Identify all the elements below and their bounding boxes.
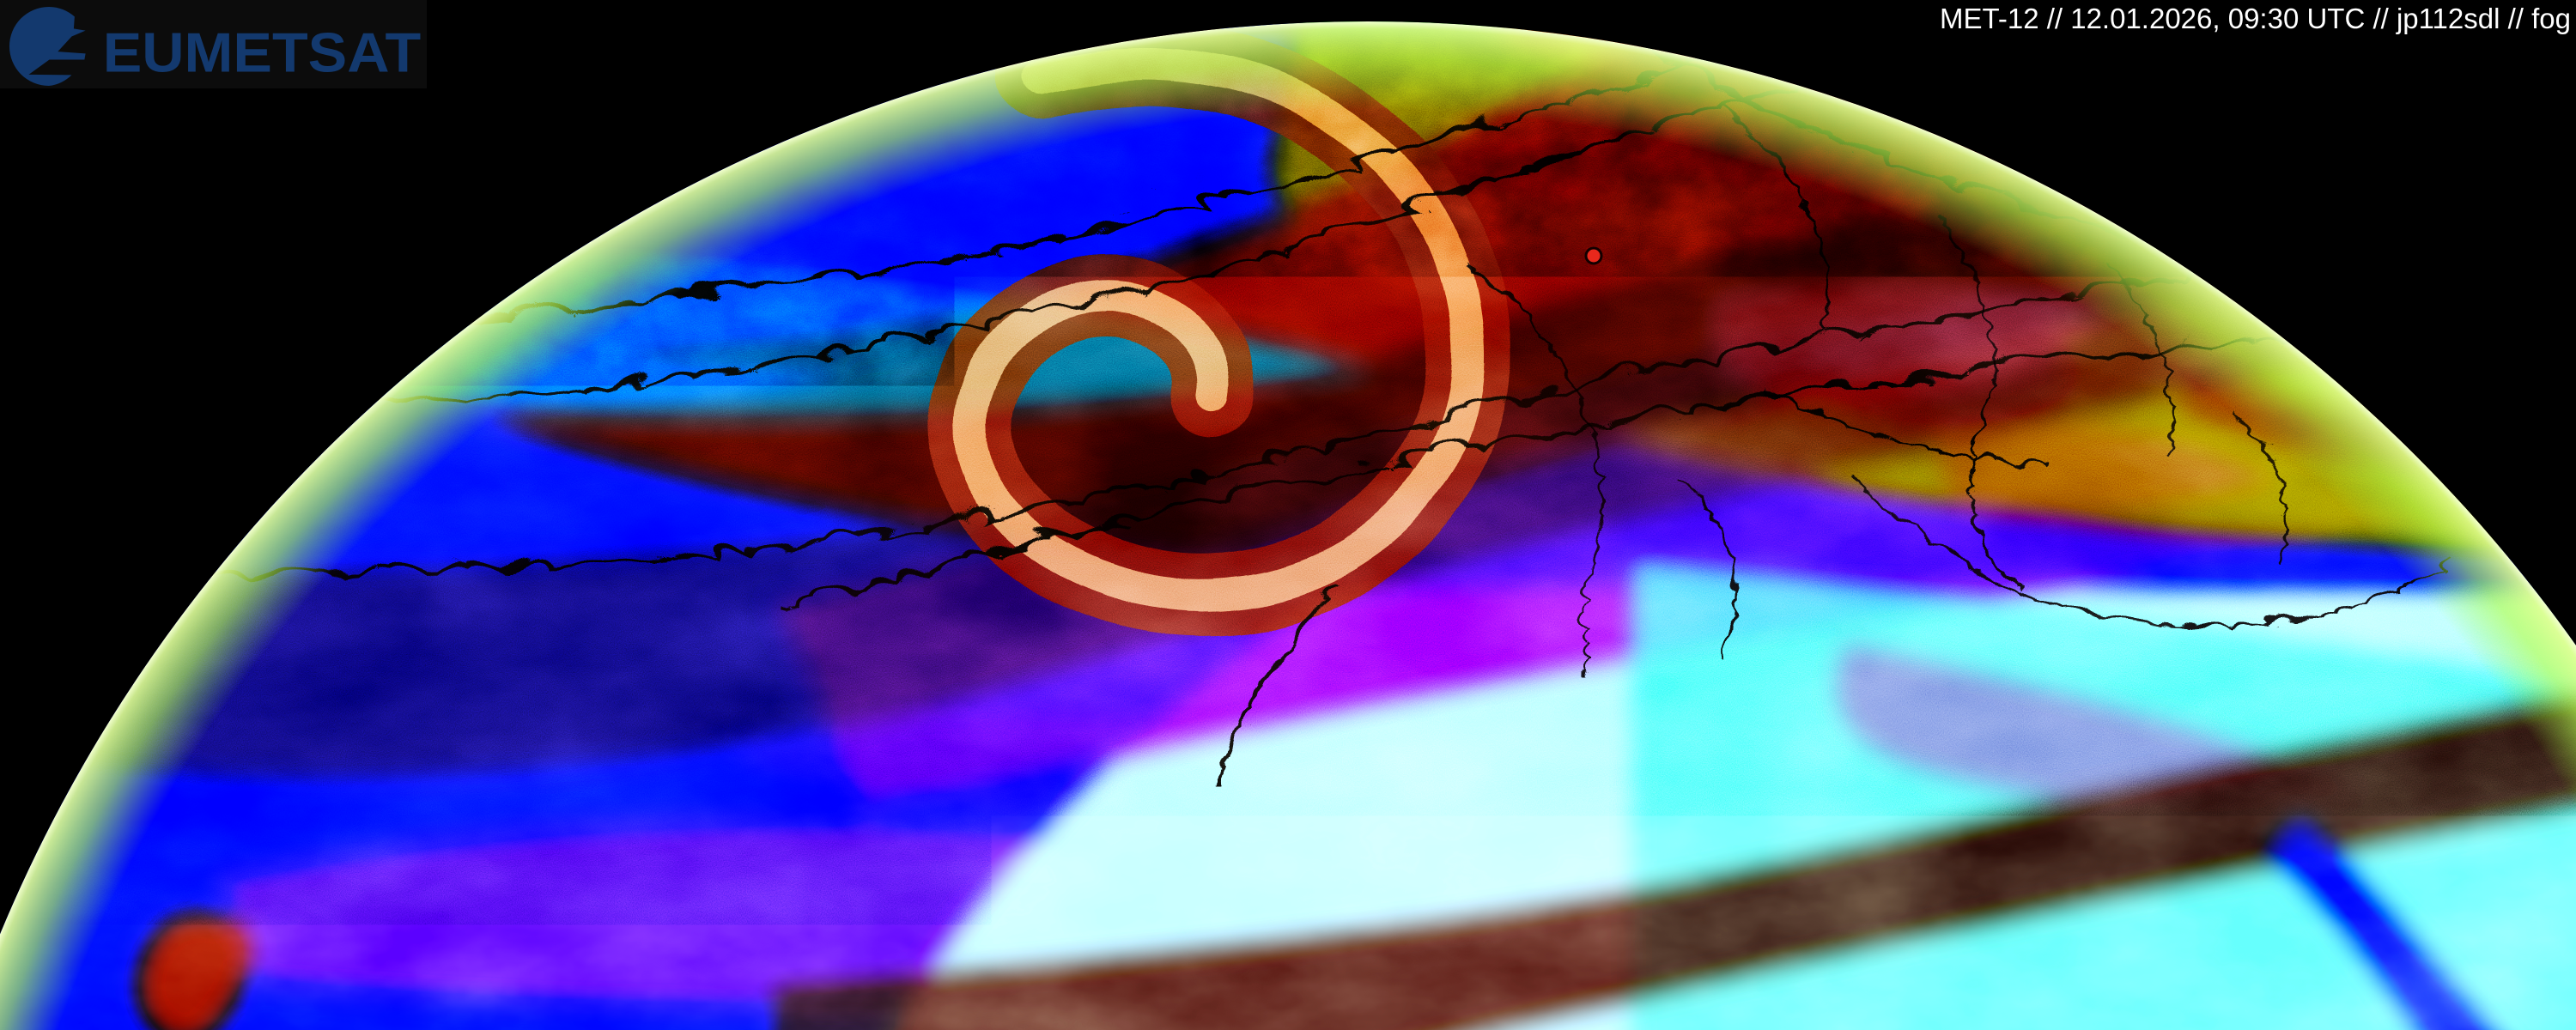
svg-text:EUMETSAT: EUMETSAT [103, 21, 421, 83]
svg-text:MET-12 // 12.01.2026, 09:30 UT: MET-12 // 12.01.2026, 09:30 UTC // jp112… [1940, 3, 2571, 34]
